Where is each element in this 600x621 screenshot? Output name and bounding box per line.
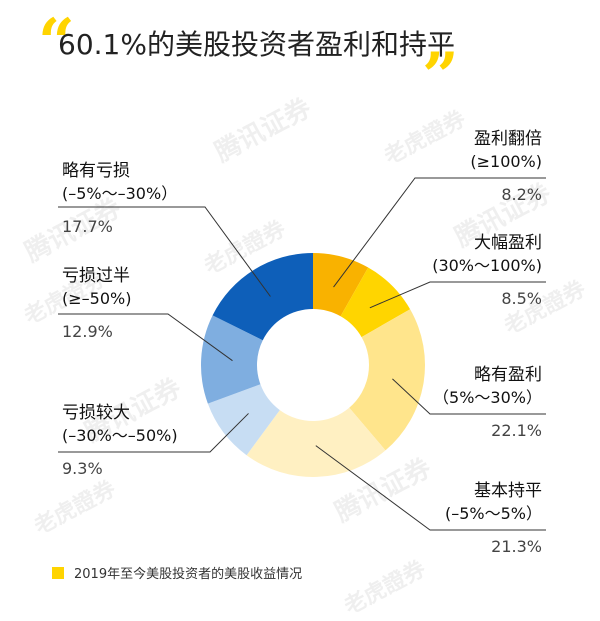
footer-marker [52, 567, 64, 579]
slice-label-range: (30%～100%) [432, 256, 542, 275]
leader-line [315, 445, 546, 531]
label-group: 盈利翻倍 (≥100%) 8.2% 大幅盈利 (30%～100%) 8.5% 略有盈利 （5%… [62, 129, 542, 556]
footer-note: 2019年至今美股投资者的美股收益情况 [74, 566, 302, 582]
slice-label-name: 大幅盈利 [474, 233, 542, 253]
leader-line [333, 177, 546, 288]
slice-value-label: 21.3% [491, 537, 542, 556]
slice-label-name: 亏损较大 [62, 403, 130, 423]
leader-line [392, 378, 546, 415]
leader-line [58, 313, 233, 362]
donut-slice [313, 253, 369, 317]
slice-value-label: 12.9% [62, 322, 113, 341]
donut-slice [340, 267, 411, 338]
slice-label-range: (–5%～5%） [445, 504, 542, 523]
donut-slice [349, 309, 425, 451]
slice-value-label: 22.1% [491, 421, 542, 440]
slice-label-range: (–30%～–50%) [62, 426, 178, 445]
chart-title: 60.1%的美股投资者盈利和持平 [58, 28, 455, 61]
leader-line [58, 206, 271, 297]
leader-line [369, 281, 546, 309]
slice-value-label: 17.7% [62, 217, 113, 236]
slice-label-name: 略有盈利 [474, 365, 542, 385]
slice-label-name: 盈利翻倍 [474, 129, 542, 149]
slice-label-range: （5%～30%） [433, 388, 542, 407]
slice-value-label: 8.2% [501, 185, 542, 204]
slice-value-label: 9.3% [62, 459, 103, 478]
donut-slice [246, 407, 386, 477]
donut-slice [212, 253, 313, 341]
open-quote-icon: “ [38, 5, 75, 80]
donut-slice [201, 315, 263, 404]
leader-line [58, 413, 249, 453]
donut-slice [207, 384, 280, 456]
slice-label-name: 亏损过半 [62, 266, 130, 286]
slice-label-name: 略有亏损 [62, 161, 130, 181]
leader-line-group [58, 177, 546, 531]
slice-label-name: 基本持平 [474, 481, 542, 501]
slice-label-range: (≥100%) [470, 152, 542, 171]
slice-label-range: (≥–50%) [62, 289, 131, 308]
close-quote-icon: ” [422, 39, 459, 114]
slice-label-range: (–5%～–30%） [62, 184, 177, 203]
slice-group [201, 253, 425, 477]
slice-value-label: 8.5% [501, 289, 542, 308]
